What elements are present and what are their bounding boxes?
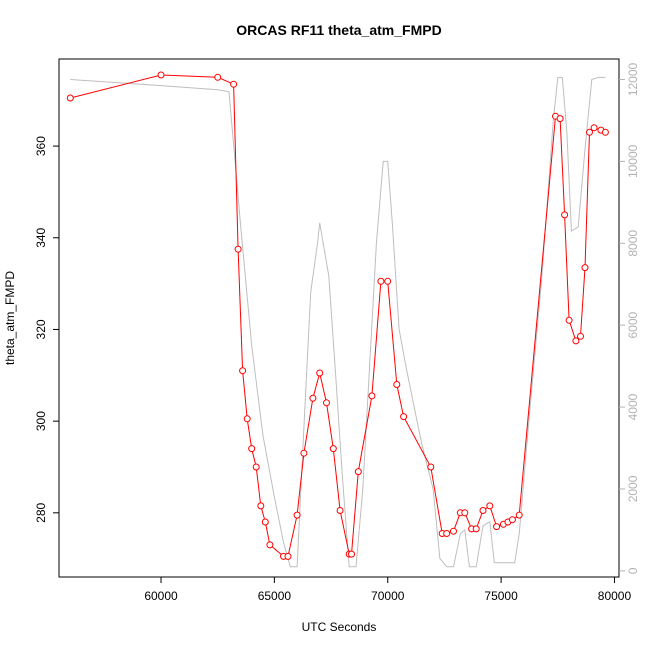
data-point [486, 502, 494, 510]
data-point [66, 94, 74, 102]
data-point [214, 73, 222, 81]
data-point [561, 211, 569, 219]
data-point [450, 527, 457, 535]
x-tick-label: 75000 [484, 589, 518, 603]
x-tick-label: 80000 [598, 589, 632, 603]
y-tick-label: 360 [34, 136, 48, 156]
y-axis-right: 0 2000 4000 6000 8000 10000 12000 [619, 62, 640, 574]
data-point [234, 245, 242, 253]
data-point [354, 468, 362, 476]
y-tick-label: 300 [34, 411, 48, 431]
data-point [239, 367, 247, 375]
y-tick-label: 340 [34, 227, 48, 247]
red-series-line [70, 74, 606, 557]
data-point [316, 369, 324, 377]
x-tick-label: 70000 [371, 589, 405, 603]
data-point [293, 511, 301, 519]
y-axis-left: 280 300 320 340 360 [34, 136, 59, 523]
y-tick-label: 280 [34, 502, 48, 522]
y2-tick-label: 0 [626, 567, 640, 574]
data-point [556, 115, 564, 123]
y2-tick-label: 10000 [626, 144, 640, 178]
data-point [581, 264, 589, 272]
data-point [323, 399, 330, 407]
data-point [508, 516, 516, 524]
y2-tick-label: 12000 [626, 62, 640, 96]
y2-tick-label: 6000 [626, 311, 640, 338]
data-point [230, 80, 238, 88]
data-point [243, 415, 251, 423]
data-point [329, 445, 337, 453]
data-point [586, 128, 593, 136]
y-tick-label: 320 [34, 319, 48, 339]
data-point [248, 445, 256, 453]
data-point [565, 316, 573, 324]
data-point [284, 552, 292, 560]
data-point [590, 124, 598, 132]
plot-frame [58, 58, 620, 578]
y2-tick-label: 8000 [626, 230, 640, 257]
y2-tick-label: 4000 [626, 393, 640, 420]
data-point [461, 509, 469, 517]
data-point [443, 530, 451, 537]
data-point [572, 337, 580, 345]
data-point [472, 525, 480, 533]
data-point [257, 502, 265, 510]
data-point [348, 550, 355, 558]
x-tick-label: 60000 [144, 589, 178, 603]
series-layer [66, 71, 609, 568]
x-axis-label: UTC Seconds [302, 620, 377, 634]
y2-tick-label: 2000 [626, 475, 640, 502]
data-point [577, 332, 584, 340]
chart-title: ORCAS RF11 theta_atm_FMPD [236, 22, 441, 38]
data-point [377, 277, 385, 285]
data-point [261, 518, 269, 526]
data-point [252, 463, 260, 471]
data-point [266, 541, 274, 549]
data-point [336, 507, 344, 514]
data-point [368, 392, 376, 400]
data-point [400, 413, 408, 421]
y-axis-label: theta_atm_FMPD [3, 271, 17, 365]
data-point [393, 381, 401, 388]
data-point [479, 507, 487, 514]
x-tick-label: 65000 [258, 589, 292, 603]
data-point [384, 277, 392, 285]
data-point [157, 71, 165, 79]
grey-series-line [70, 76, 606, 568]
data-point [601, 128, 609, 136]
data-point [493, 523, 501, 531]
data-point [300, 449, 308, 457]
data-point [427, 463, 435, 471]
data-point [309, 394, 317, 402]
x-axis: 60000 65000 70000 75000 80000 [144, 577, 631, 603]
data-point [515, 511, 523, 519]
